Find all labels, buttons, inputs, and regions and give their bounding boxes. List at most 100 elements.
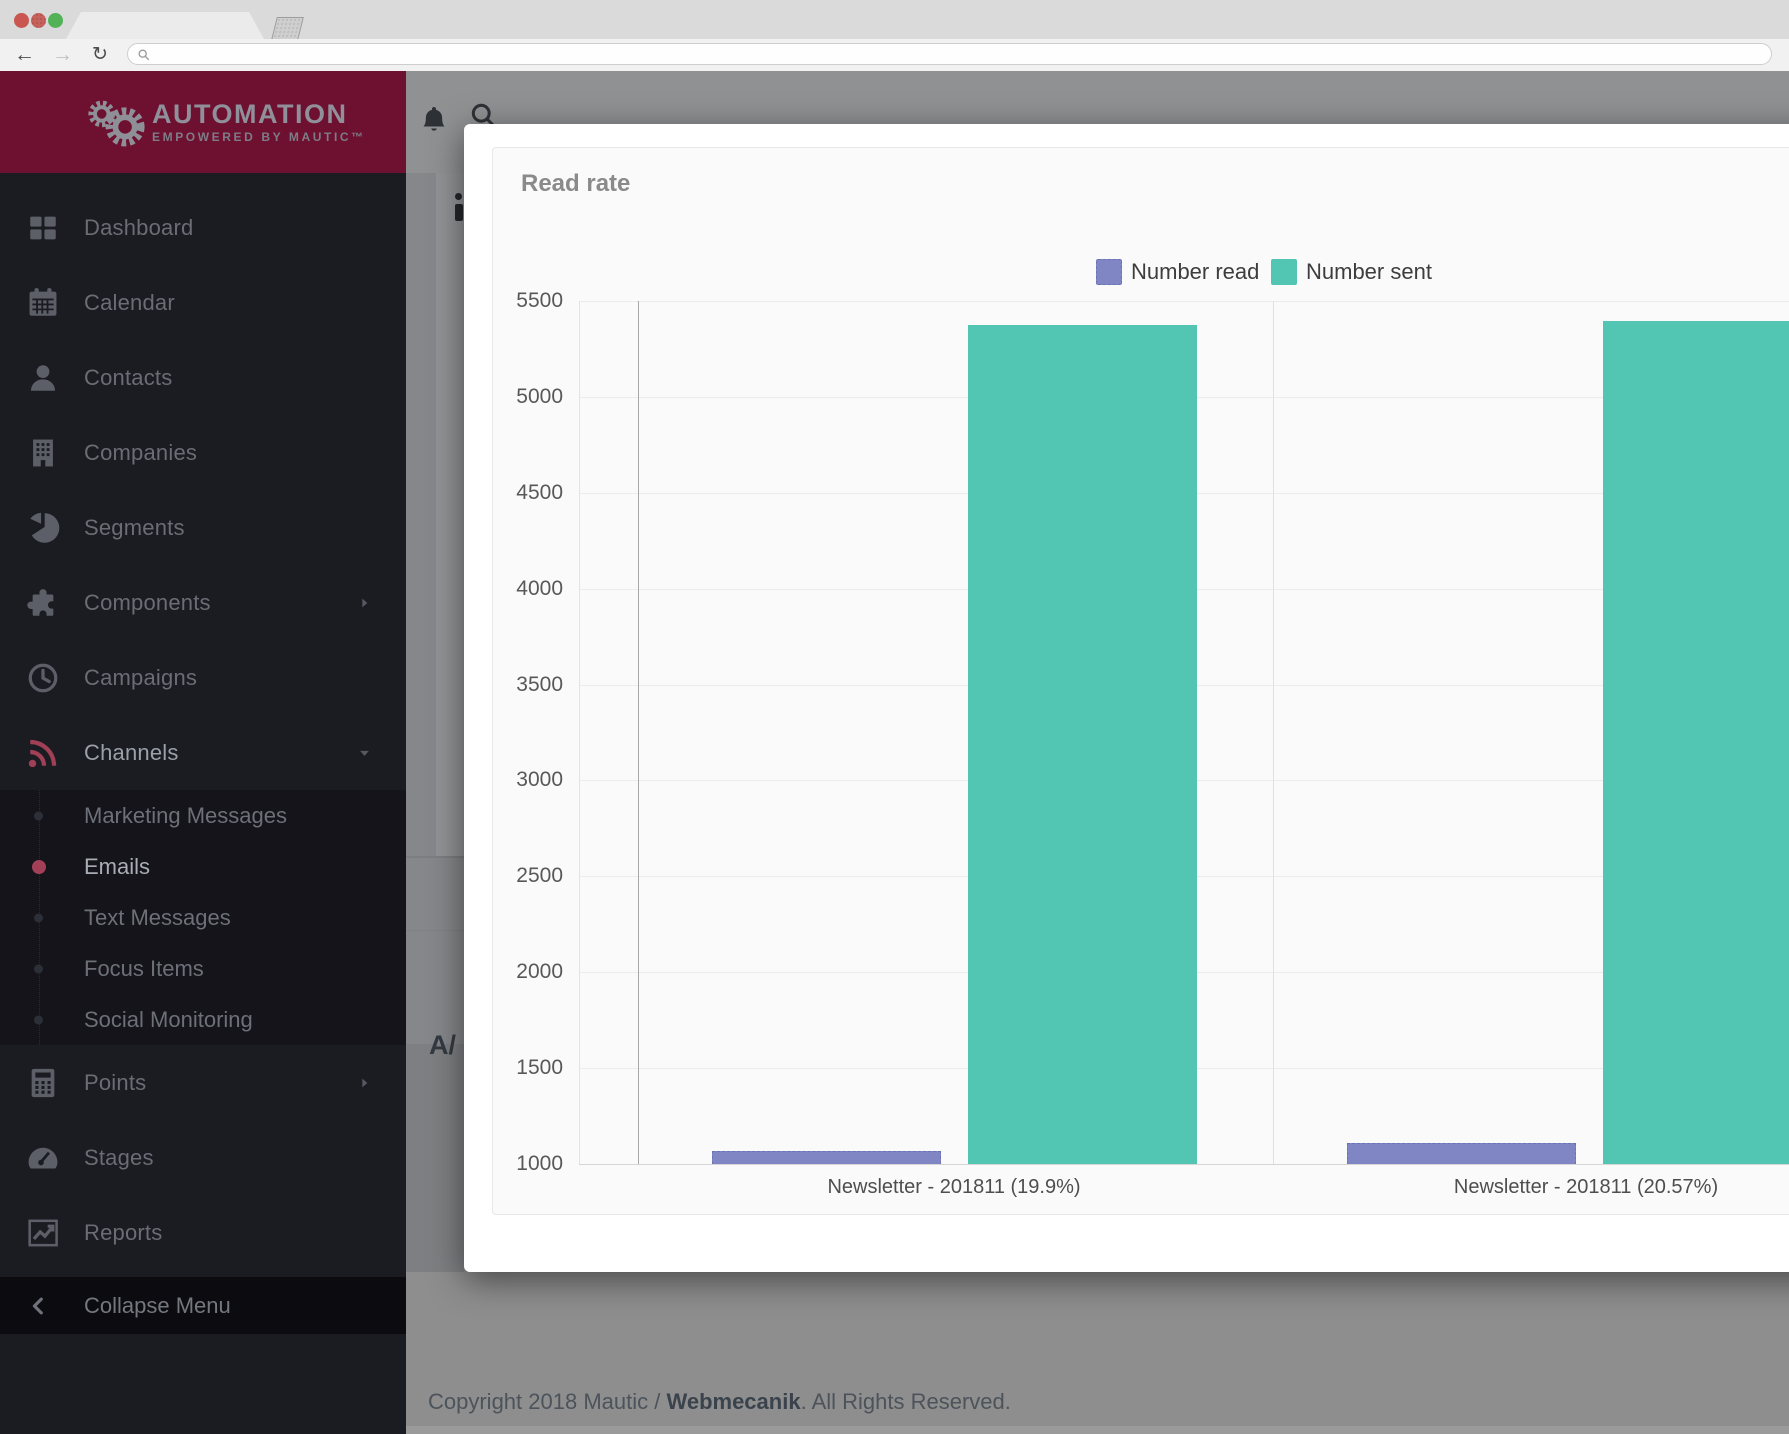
- close-button[interactable]: [14, 13, 29, 28]
- sidebar-item-label: Companies: [84, 439, 198, 465]
- x-axis-label: Newsletter - 201811 (19.9%): [827, 1176, 1081, 1198]
- legend-item-number-sent[interactable]: Number sent: [1271, 259, 1432, 285]
- x-axis-label: Newsletter - 201811 (20.57%): [1453, 1176, 1719, 1198]
- brand-logo[interactable]: AUTOMATION EMPOWERED BY MAUTIC™: [0, 71, 406, 173]
- legend-label: Number sent: [1306, 259, 1432, 284]
- page-bottom-edge: [406, 1426, 1789, 1434]
- collapse-menu-button[interactable]: Collapse Menu: [0, 1277, 406, 1334]
- hidden-heading-fragment: [455, 193, 462, 200]
- sidebar-item-campaigns[interactable]: Campaigns: [0, 640, 406, 715]
- stages-icon: [26, 1141, 60, 1175]
- sidebar-item-label: Channels: [84, 739, 179, 765]
- sidebar-subitem-marketing-messages[interactable]: Marketing Messages: [0, 790, 406, 841]
- gridline-y-1000: [579, 1164, 1789, 1165]
- reload-button[interactable]: ↻: [92, 44, 108, 65]
- bar-number-read-0[interactable]: [712, 1151, 941, 1164]
- background-card-edge: [436, 173, 464, 856]
- y-tick-label: 3000: [516, 768, 563, 792]
- sidebar-subitem-label: Emails: [84, 853, 151, 879]
- bell-icon[interactable]: [419, 104, 449, 134]
- back-button[interactable]: ←: [14, 43, 35, 66]
- y-tick-label: 3500: [516, 672, 563, 696]
- contacts-icon: [26, 361, 60, 395]
- sidebar-item-label: Stages: [84, 1144, 154, 1170]
- hidden-heading-fragment: [455, 204, 463, 221]
- caret-right-icon: [357, 595, 372, 610]
- sidebar-item-reports[interactable]: Reports: [0, 1195, 406, 1270]
- sidebar-item-companies[interactable]: Companies: [0, 415, 406, 490]
- chevron-left-icon: [28, 1295, 50, 1317]
- logo-text: AUTOMATION EMPOWERED BY MAUTIC™: [152, 100, 366, 144]
- search-icon: [137, 48, 150, 61]
- collapse-menu-label: Collapse Menu: [84, 1292, 231, 1318]
- y-tick-label: 1500: [516, 1056, 563, 1080]
- sidebar-item-calendar[interactable]: Calendar: [0, 265, 406, 340]
- sidebar-item-segments[interactable]: Segments: [0, 490, 406, 565]
- dot-icon: [34, 913, 43, 922]
- bar-number-sent-0[interactable]: [968, 325, 1197, 1164]
- bar-number-read-1[interactable]: [1347, 1143, 1576, 1164]
- browser-tab[interactable]: [66, 12, 264, 39]
- sidebar-item-label: Dashboard: [84, 214, 194, 240]
- y-tick-label: 2500: [516, 864, 563, 888]
- sidebar-item-channels[interactable]: Channels: [0, 715, 406, 790]
- sidebar-item-label: Reports: [84, 1219, 163, 1245]
- logo-title: AUTOMATION: [152, 99, 348, 129]
- y-tick-label: 1000: [516, 1152, 563, 1175]
- sidebar-nav: Dashboard Calendar Contacts Companies Segmen…: [0, 173, 406, 1270]
- dashboard-icon: [26, 211, 60, 245]
- y-tick-label: 2000: [516, 960, 563, 984]
- sidebar-item-stages[interactable]: Stages: [0, 1120, 406, 1195]
- y-tick-label: 5000: [516, 384, 563, 408]
- caret-right-icon: [357, 1075, 372, 1090]
- footer-rights-text: . All Rights Reserved.: [800, 1389, 1011, 1414]
- zoom-button[interactable]: [48, 13, 63, 28]
- webmecanik-link[interactable]: Webmecanik: [666, 1389, 801, 1414]
- sidebar-item-label: Segments: [84, 514, 185, 540]
- sidebar-item-points[interactable]: Points: [0, 1045, 406, 1120]
- address-bar-input[interactable]: [156, 45, 1771, 63]
- y-tick-label: 5500: [516, 289, 563, 312]
- browser-ghost-tab[interactable]: [271, 17, 304, 40]
- dot-icon: [34, 1015, 43, 1024]
- points-icon: [26, 1066, 60, 1100]
- dot-icon: [34, 964, 43, 973]
- minimize-button[interactable]: [31, 13, 46, 28]
- read-rate-modal: Read rate Number read Number sent 5500 500…: [464, 124, 1789, 1272]
- calendar-icon: [26, 286, 60, 320]
- background-divider: [406, 930, 464, 931]
- sidebar-item-contacts[interactable]: Contacts: [0, 340, 406, 415]
- sidebar-subitem-social-monitoring[interactable]: Social Monitoring: [0, 994, 406, 1045]
- legend-swatch-icon: [1271, 259, 1297, 285]
- sidebar-subitem-label: Focus Items: [84, 955, 204, 981]
- read-rate-panel: Read rate Number read Number sent 5500 500…: [492, 147, 1789, 1215]
- browser-tab-bar: [0, 0, 1789, 40]
- sidebar-item-dashboard[interactable]: Dashboard: [0, 190, 406, 265]
- bar-number-sent-1[interactable]: [1603, 321, 1789, 1164]
- read-rate-chart: 5500 5000 4500 4000 3500 3000 2500 2000 1500 1000…: [493, 148, 1789, 1214]
- sidebar-item-label: Points: [84, 1069, 147, 1095]
- browser-toolbar: ← → ↻: [0, 39, 1789, 72]
- sidebar-item-label: Calendar: [84, 289, 175, 315]
- logo-subtitle: EMPOWERED BY MAUTIC™: [152, 130, 366, 144]
- legend-item-number-read[interactable]: Number read: [1096, 259, 1259, 285]
- address-bar[interactable]: [127, 43, 1772, 65]
- partial-heading-behind-modal: A/: [429, 1030, 456, 1060]
- sidebar-subitem-text-messages[interactable]: Text Messages: [0, 892, 406, 943]
- sidebar-item-label: Components: [84, 589, 211, 615]
- sidebar-item-components[interactable]: Components: [0, 565, 406, 640]
- background-divider: [406, 856, 464, 858]
- sidebar-subitem-label: Social Monitoring: [84, 1006, 253, 1032]
- sidebar-subitem-emails[interactable]: Emails: [0, 841, 406, 892]
- caret-down-icon: [357, 745, 372, 760]
- legend-label: Number read: [1131, 259, 1260, 284]
- forward-button[interactable]: →: [52, 43, 73, 66]
- sidebar-subitem-label: Marketing Messages: [84, 802, 287, 828]
- active-dot-icon: [32, 859, 46, 874]
- gridline-x-1: [1273, 301, 1274, 1164]
- sidebar-subitem-focus-items[interactable]: Focus Items: [0, 943, 406, 994]
- sidebar-subitem-label: Text Messages: [84, 904, 231, 930]
- y-tick-label: 4500: [516, 480, 563, 504]
- gridline-y-5500: [579, 301, 1789, 302]
